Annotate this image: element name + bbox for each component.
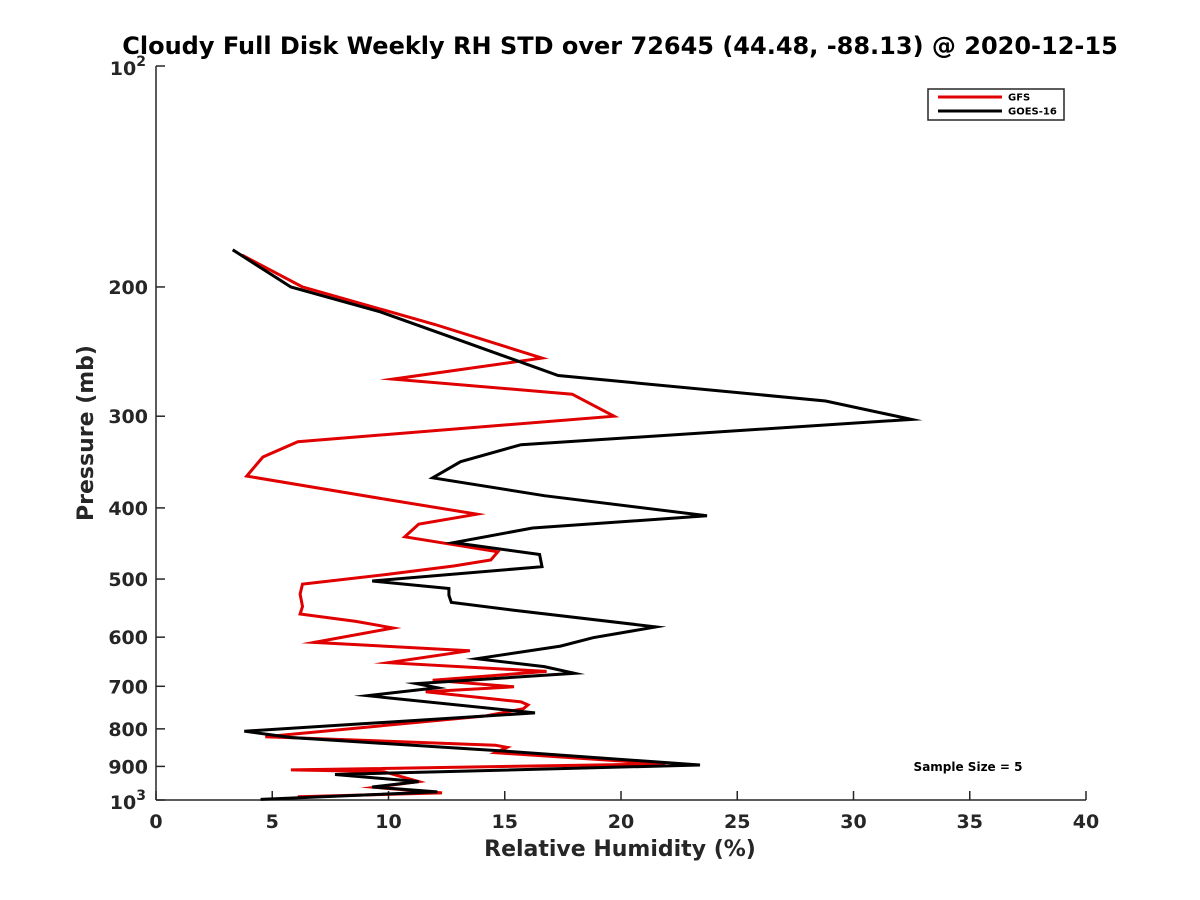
y-tick-label: 900 <box>108 756 148 778</box>
legend-box <box>927 88 1065 121</box>
y-tick-label: 300 <box>108 406 148 428</box>
sample-size-annotation: Sample Size = 5 <box>914 760 1023 774</box>
x-tick-label: 5 <box>266 811 279 833</box>
y-tick-label: 400 <box>108 498 148 520</box>
legend: GFS GOES-16 <box>927 88 1065 121</box>
chart-title: Cloudy Full Disk Weekly RH STD over 7264… <box>122 32 1118 60</box>
x-tick-label: 35 <box>957 811 983 833</box>
x-axis-ticks: 0 5 10 15 20 25 30 35 40 <box>149 791 1099 833</box>
x-tick-label: 40 <box>1073 811 1099 833</box>
series-lines <box>231 248 923 801</box>
y-tick-label: 102 <box>110 54 146 80</box>
x-tick-label: 20 <box>608 811 634 833</box>
y-tick-label: 600 <box>108 627 148 649</box>
x-tick-label: 15 <box>492 811 518 833</box>
x-tick-label: 0 <box>149 811 162 833</box>
legend-entry: GFS <box>1008 93 1030 104</box>
x-tick-label: 30 <box>840 811 866 833</box>
y-axis-ticks: 102 200 300 400 500 600 700 800 900 103 <box>108 54 165 814</box>
plot-axes <box>155 66 1086 801</box>
series-line-gfs <box>241 253 666 799</box>
y-tick-label: 700 <box>108 676 148 698</box>
y-tick-label: 103 <box>110 788 146 814</box>
y-axis-label: Pressure (mb) <box>74 345 99 521</box>
x-axis-label: Relative Humidity (%) <box>484 837 756 862</box>
y-tick-label: 800 <box>108 719 148 741</box>
legend-entry: GOES-16 <box>1008 107 1057 118</box>
x-tick-label: 25 <box>724 811 750 833</box>
y-tick-label: 500 <box>108 569 148 591</box>
series-line-goes-16 <box>231 248 923 801</box>
x-tick-label: 10 <box>375 811 401 833</box>
y-tick-label: 200 <box>108 277 148 299</box>
